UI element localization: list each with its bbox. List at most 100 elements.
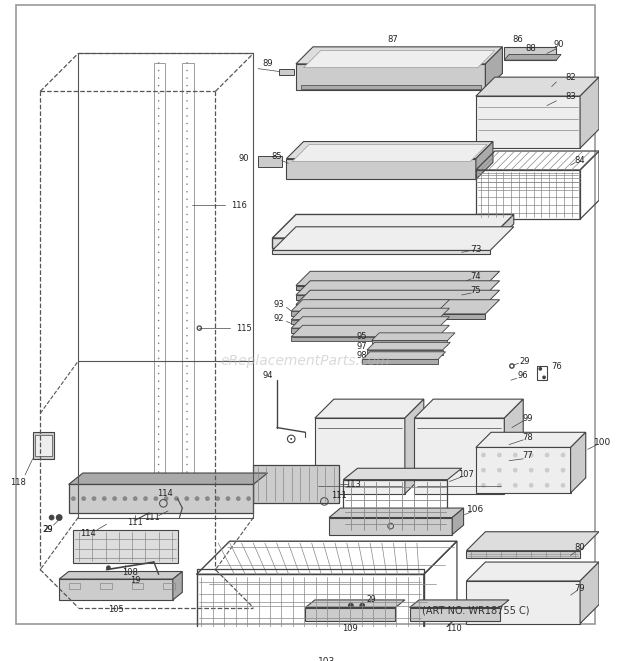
Circle shape <box>186 221 188 223</box>
Text: 83: 83 <box>565 92 576 100</box>
Circle shape <box>186 471 188 473</box>
Circle shape <box>92 496 96 501</box>
Polygon shape <box>476 77 599 96</box>
Circle shape <box>529 468 534 473</box>
Polygon shape <box>291 336 438 341</box>
Circle shape <box>158 471 159 473</box>
Circle shape <box>158 138 159 139</box>
Polygon shape <box>291 317 450 328</box>
Text: 95: 95 <box>357 332 368 341</box>
Circle shape <box>56 515 62 520</box>
Circle shape <box>158 229 159 231</box>
Polygon shape <box>254 465 339 503</box>
Circle shape <box>186 335 188 336</box>
Circle shape <box>186 214 188 215</box>
Polygon shape <box>504 54 561 60</box>
Polygon shape <box>315 418 405 494</box>
Bar <box>132 583 143 588</box>
Circle shape <box>158 418 159 420</box>
Circle shape <box>186 410 188 412</box>
Circle shape <box>158 327 159 329</box>
Circle shape <box>186 350 188 352</box>
Polygon shape <box>306 607 396 621</box>
Text: 94: 94 <box>262 371 273 380</box>
Polygon shape <box>286 141 493 159</box>
Circle shape <box>497 483 502 488</box>
Polygon shape <box>291 320 438 325</box>
Circle shape <box>186 77 188 79</box>
Circle shape <box>158 183 159 185</box>
Polygon shape <box>272 227 514 251</box>
Text: 90: 90 <box>554 40 564 50</box>
Polygon shape <box>296 290 500 305</box>
Circle shape <box>158 93 159 94</box>
Circle shape <box>186 395 188 397</box>
Circle shape <box>158 145 159 147</box>
Circle shape <box>186 388 188 389</box>
Circle shape <box>174 496 179 501</box>
Circle shape <box>538 367 542 371</box>
Polygon shape <box>272 238 490 248</box>
Text: (ART NO. WR18755 C): (ART NO. WR18755 C) <box>422 605 529 615</box>
Text: 111: 111 <box>330 491 347 500</box>
Circle shape <box>158 115 159 117</box>
Circle shape <box>509 363 515 369</box>
Circle shape <box>158 342 159 344</box>
Polygon shape <box>173 572 182 600</box>
Polygon shape <box>362 352 446 360</box>
Polygon shape <box>504 47 556 60</box>
Circle shape <box>158 77 159 79</box>
Circle shape <box>186 449 188 450</box>
Circle shape <box>133 496 138 501</box>
Text: 86: 86 <box>512 35 523 44</box>
Text: 103: 103 <box>317 657 335 661</box>
Circle shape <box>195 496 200 501</box>
Circle shape <box>481 483 486 488</box>
Circle shape <box>497 468 502 473</box>
Polygon shape <box>504 399 523 494</box>
Circle shape <box>158 366 159 367</box>
Circle shape <box>186 290 188 291</box>
Circle shape <box>560 453 565 457</box>
Polygon shape <box>286 159 476 179</box>
Circle shape <box>186 305 188 306</box>
Circle shape <box>158 85 159 87</box>
Circle shape <box>186 100 188 102</box>
Circle shape <box>186 123 188 124</box>
Circle shape <box>186 267 188 268</box>
Circle shape <box>186 237 188 238</box>
Circle shape <box>186 153 188 155</box>
Circle shape <box>236 496 241 501</box>
Polygon shape <box>367 342 450 350</box>
Polygon shape <box>292 144 487 161</box>
Circle shape <box>158 290 159 291</box>
Circle shape <box>158 252 159 253</box>
Circle shape <box>186 62 188 63</box>
Circle shape <box>158 320 159 321</box>
Text: 85: 85 <box>272 152 282 161</box>
Circle shape <box>360 603 365 608</box>
Text: 29: 29 <box>43 525 53 534</box>
Circle shape <box>186 191 188 192</box>
Circle shape <box>348 603 353 608</box>
Circle shape <box>542 375 546 379</box>
Circle shape <box>186 138 188 139</box>
Circle shape <box>158 486 159 488</box>
Polygon shape <box>367 350 443 355</box>
Polygon shape <box>452 508 464 535</box>
Polygon shape <box>301 85 480 89</box>
Circle shape <box>186 145 188 147</box>
Polygon shape <box>476 141 493 179</box>
Polygon shape <box>329 518 452 535</box>
Circle shape <box>158 373 159 374</box>
Circle shape <box>513 453 518 457</box>
Text: 115: 115 <box>236 324 252 332</box>
Circle shape <box>246 496 251 501</box>
Circle shape <box>71 496 76 501</box>
Circle shape <box>513 483 518 488</box>
Polygon shape <box>291 311 438 316</box>
Circle shape <box>158 198 159 200</box>
Circle shape <box>143 496 148 501</box>
Circle shape <box>158 312 159 314</box>
Bar <box>100 583 112 588</box>
